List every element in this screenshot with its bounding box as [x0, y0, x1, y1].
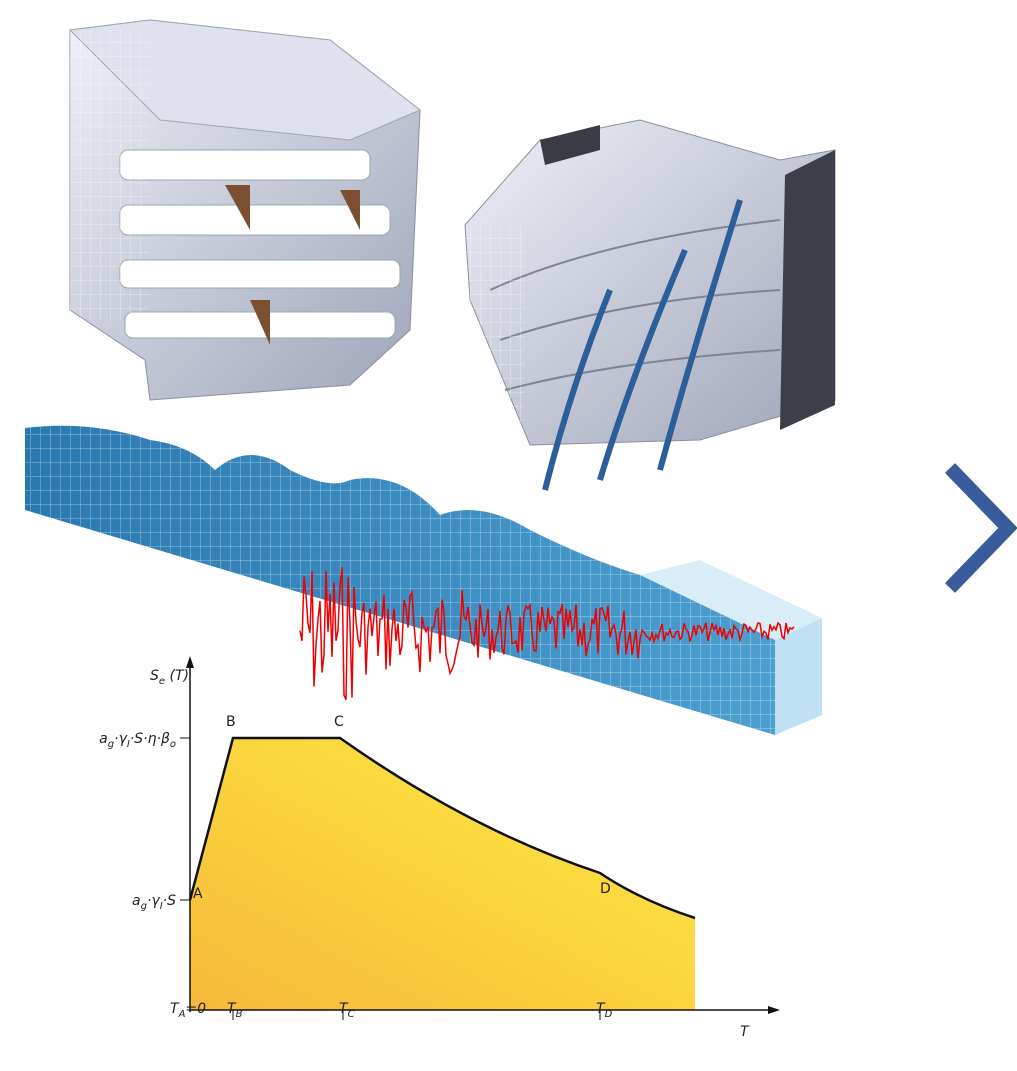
- x-tick-label: TA=0: [170, 1001, 206, 1020]
- text-part: a: [132, 893, 141, 909]
- text-part: =0: [185, 1001, 206, 1017]
- next-arrow[interactable]: [950, 468, 1008, 588]
- subscript: o: [170, 739, 176, 750]
- y-axis-label: Se (T): [150, 668, 189, 687]
- spectrum-area: [190, 738, 695, 1010]
- text-part: a: [99, 731, 108, 747]
- text-part: (T): [165, 668, 189, 684]
- subscript: B: [236, 1009, 243, 1020]
- text-part: ·S·η·β: [130, 731, 170, 747]
- subscript: A: [178, 1009, 186, 1020]
- scene: Se (T)ag·γI·S·η·βoag·γI·STA=0TBTCTDABCDT: [0, 0, 1017, 1067]
- point-label: A: [193, 886, 203, 902]
- page: Se (T)ag·γI·S·η·βoag·γI·STA=0TBTCTDABCDT…: [0, 0, 1017, 1067]
- point-label: B: [226, 714, 236, 730]
- x-axis-arrow: [768, 1006, 780, 1014]
- x-axis-label: T: [740, 1024, 750, 1040]
- text-part: ·γ: [114, 731, 127, 747]
- base-label: ag·γI·S: [132, 893, 176, 912]
- text-part: ·γ: [147, 893, 160, 909]
- building-render-right: [465, 120, 835, 490]
- building-render-left: [70, 20, 420, 400]
- subscript: D: [605, 1009, 613, 1020]
- y-axis-arrow: [186, 656, 194, 668]
- subscript: C: [348, 1009, 355, 1020]
- point-label: D: [600, 881, 611, 897]
- point-label: C: [334, 714, 344, 730]
- text-part: ·S: [163, 893, 176, 909]
- soil-wall-render: [25, 426, 822, 735]
- plateau-label: ag·γI·S·η·βo: [99, 731, 176, 750]
- text-part: S: [150, 668, 159, 684]
